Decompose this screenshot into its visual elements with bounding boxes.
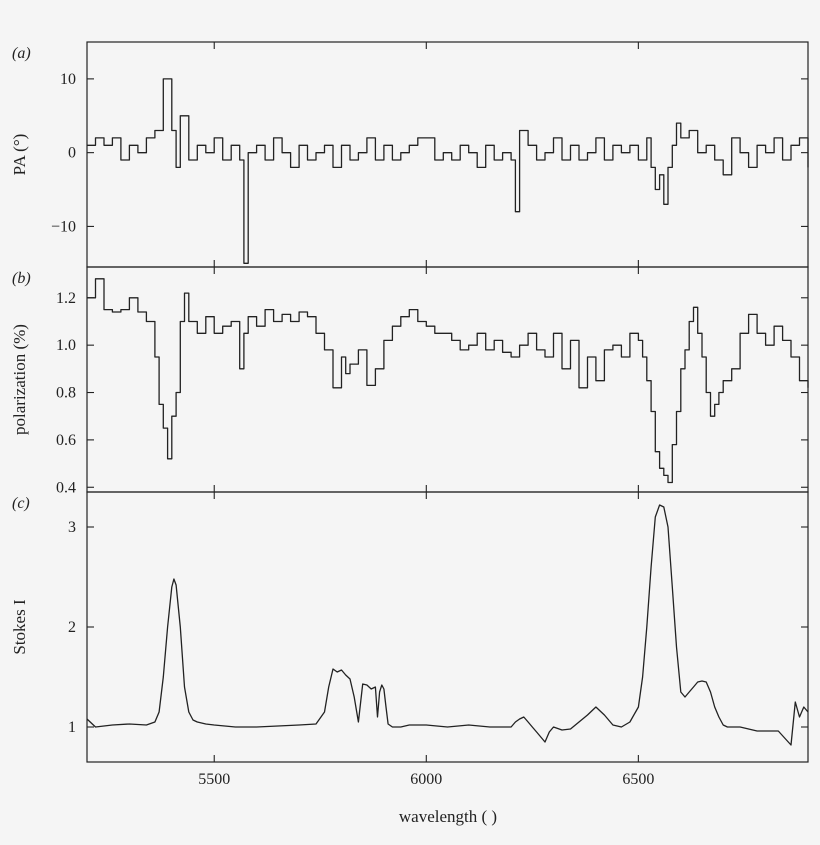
- x-tick-label: 5500: [198, 771, 230, 788]
- panel-polarization-y-label: polarization (%): [10, 324, 29, 435]
- y-tick-label: 1: [68, 719, 76, 736]
- panel-stokes-i: 3 2 1 (c) Stokes I: [10, 491, 809, 763]
- panel-pa-frame: [86, 41, 809, 268]
- panel-polarization: 1.2 1.0 0.8 0.6 0.4 (b) polarization (%): [10, 266, 809, 496]
- panel-pa-letter: (a): [12, 45, 31, 62]
- y-tick-label: 3: [68, 519, 76, 536]
- x-axis-group: 5500 6000 6500: [198, 771, 654, 788]
- y-tick-label: 0: [68, 145, 76, 162]
- y-tick-label: 10: [60, 71, 76, 88]
- panel-stokes-i-letter: (c): [12, 495, 30, 512]
- x-tick-label: 6500: [622, 771, 654, 788]
- series-line-polarization: [87, 278, 809, 484]
- y-tick-label: 0.8: [56, 385, 76, 402]
- panels-group: 10 0 −10 (a) PA (°) 1.2 1.0 0.8 0.6 0.4 (b) polariz…: [10, 41, 809, 763]
- y-tick-label: 1.2: [56, 290, 76, 307]
- x-tick-label: 6000: [410, 771, 442, 788]
- panel-pa-y-label: PA (°): [10, 134, 29, 176]
- y-tick-label: 2: [68, 619, 76, 636]
- panel-polarization-letter: (b): [12, 270, 31, 287]
- y-tick-label: 1.0: [56, 337, 76, 354]
- series-line-pa: [87, 78, 809, 264]
- panel-stokes-i-y-label: Stokes I: [10, 599, 29, 655]
- x-axis-label: wavelength ( ): [399, 807, 497, 826]
- y-tick-label: 0.4: [56, 479, 76, 496]
- y-tick-label: 0.6: [56, 432, 76, 449]
- panel-polarization-frame: [86, 266, 809, 493]
- series-line-stokes-i: [86, 504, 809, 746]
- panel-pa: 10 0 −10 (a) PA (°): [10, 41, 809, 268]
- y-tick-label: −10: [51, 218, 76, 235]
